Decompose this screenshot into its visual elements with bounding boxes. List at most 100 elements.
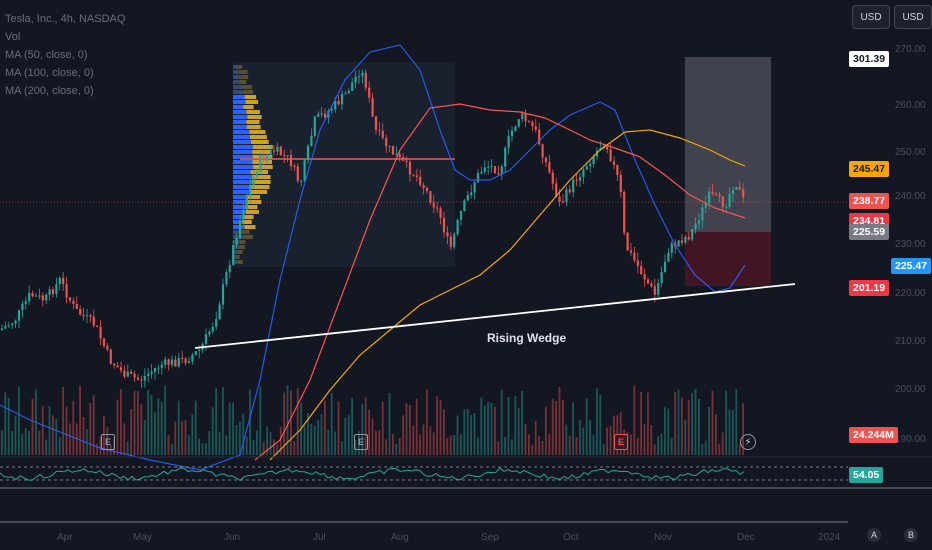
volume-profile-bar [233,215,244,219]
volume-bar [528,434,530,455]
volume-bar [215,388,217,455]
compare-a-button[interactable]: A [867,528,881,542]
volume-bar [562,399,564,455]
volume-bar [602,444,605,455]
candle-body [497,173,500,175]
candle-body [578,176,582,181]
candle-body [75,303,78,310]
candle-body [606,146,609,150]
volume-bar [500,389,503,455]
candle-body [466,195,469,201]
volume-profile-bar [233,185,252,189]
candle-body [616,164,619,175]
volume-bar [701,444,704,455]
volume-bar [143,420,146,455]
volume-bar [266,426,268,455]
volume-profile-bar [239,80,247,84]
volume-bar [11,430,13,455]
volume-bar [252,439,255,455]
volume-profile-bar [233,245,239,249]
volume-bar [453,435,455,455]
price-tag-last: 238.77 [849,193,890,209]
volume-bar [477,437,479,455]
volume-bar [21,433,24,455]
volume-profile-bar [240,70,248,74]
volume-bar [483,405,486,455]
compare-b-button[interactable]: B [904,528,918,542]
y-tick: 230.00 [895,239,926,250]
volume-bar [677,389,680,455]
volume-profile-bar [243,215,254,219]
candle-body [704,202,707,208]
candle-body [116,365,119,368]
legend-ma50: MA (50, close, 0) [5,49,88,61]
candle-body [14,320,17,324]
volume-bar [558,386,561,455]
candle-body [272,150,276,152]
volume-profile-bar [252,155,273,159]
candle-body [293,165,296,167]
volume-bar [327,429,330,455]
candle-body [395,154,398,156]
volume-bar [392,434,394,455]
volume-bar [358,431,360,455]
volume-profile-bar [233,160,253,164]
volume-bar [116,399,119,455]
candle-body [330,109,333,111]
y-tick: 220.00 [895,288,926,299]
volume-bar [160,401,163,455]
volume-bar [446,438,449,455]
candle-body [504,147,507,167]
volume-bar [313,425,316,455]
volume-bar [368,409,370,455]
volume-bar [422,424,425,455]
y-tick: 260.00 [895,100,926,111]
earnings-icon[interactable]: E [354,434,368,450]
currency-button-2[interactable]: USD [894,5,932,29]
volume-bar [208,431,211,455]
volume-bar [239,421,241,455]
volume-bar [718,443,721,455]
y-tick: 240.00 [895,191,926,202]
volume-profile-bar [243,90,254,94]
candle-body [374,116,378,131]
volume-bar [303,425,306,455]
candle-body [725,206,728,208]
candle-body [626,232,629,251]
volume-bar [62,386,64,455]
volume-bar [443,409,445,455]
candle-body [470,192,473,196]
volume-bar [728,409,731,455]
volume-profile-bar [246,120,260,124]
candle-body [701,207,704,221]
candle-body [17,310,21,321]
volume-profile-box [233,62,455,267]
flash-icon[interactable]: ⚡ [740,434,756,450]
volume-bar [7,398,10,455]
candle-body [323,113,327,118]
volume-bar [72,400,75,455]
candle-body [697,220,701,224]
currency-button[interactable]: USD [852,5,890,29]
earnings-icon[interactable]: E [101,434,115,450]
candle-body [459,211,463,220]
rising-wedge-label: Rising Wedge [487,331,567,345]
candle-body [317,113,320,117]
candle-body [718,194,721,197]
candle-body [96,325,99,327]
ma100-line [254,103,746,461]
volume-bar [276,444,279,455]
volume-bar [334,431,336,455]
earnings-icon[interactable]: E [614,434,628,450]
candle-body [300,180,303,182]
volume-bar [337,401,340,455]
volume-bar [538,436,540,455]
volume-profile-bar [241,230,250,234]
candle-body [211,326,214,332]
volume-bar [262,441,265,455]
candle-body [123,370,126,377]
candle-body [126,371,129,377]
candle-body [340,94,344,105]
candle-body [150,371,153,374]
